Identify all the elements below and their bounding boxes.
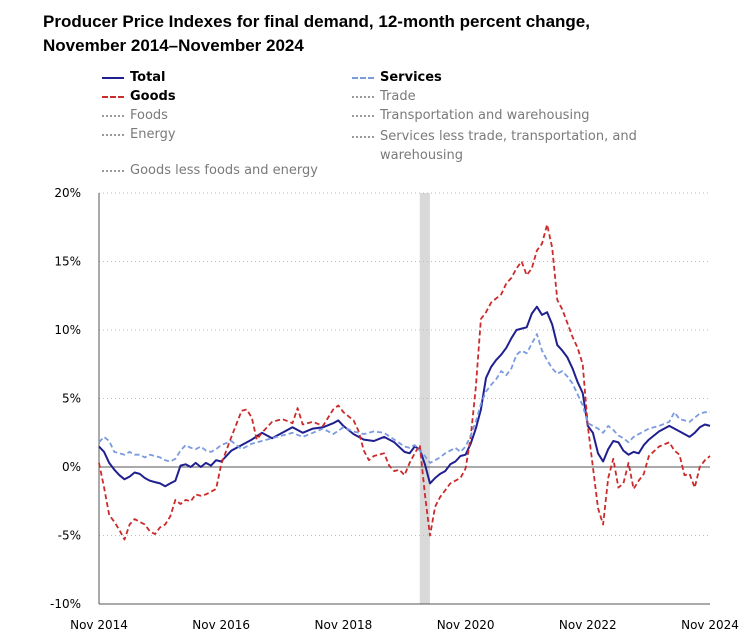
x-tick-label: Nov 2024: [681, 618, 739, 632]
axis-layer: [98, 193, 710, 605]
chart-title: Producer Price Indexes for final demand,…: [43, 10, 743, 58]
legend-swatch-trade: [352, 96, 374, 98]
y-tick-label: 15%: [54, 255, 81, 269]
legend-label-total: Total: [130, 70, 166, 85]
y-tick-label: -5%: [58, 529, 81, 543]
chart-title-line2: November 2014–November 2024: [43, 36, 304, 55]
legend-swatch-services: [352, 77, 374, 79]
legend-swatch-goods: [102, 96, 124, 98]
y-tick-label: 20%: [54, 186, 81, 200]
legend-label-services-less: Services less trade, transportation, and: [380, 129, 637, 144]
legend-label-trade: Trade: [380, 89, 416, 104]
series-layer: [98, 223, 711, 541]
x-tick-label: Nov 2014: [70, 618, 128, 632]
legend-swatch-services-less: [352, 136, 374, 138]
legend-swatch-transportation: [352, 115, 374, 117]
grid-layer: [99, 192, 710, 604]
legend-item-services[interactable]: Services: [352, 70, 442, 86]
legend-item-services-less[interactable]: Services less trade, transportation, and…: [352, 127, 637, 165]
legend-label-transportation: Transportation and warehousing: [380, 108, 590, 123]
x-tick-label: Nov 2016: [192, 618, 250, 632]
legend-label-goods-less-foods-energy: Goods less foods and energy: [130, 163, 318, 178]
legend-item-total[interactable]: Total: [102, 70, 166, 86]
legend-swatch-goods-less-foods-energy: [102, 170, 124, 172]
y-tick-label: 0%: [62, 460, 81, 474]
legend-swatch-energy: [102, 134, 124, 136]
legend-label-goods: Goods: [130, 89, 176, 104]
x-tick-label: Nov 2022: [559, 618, 617, 632]
series-line-services: [98, 333, 710, 464]
x-tick-label: Nov 2018: [315, 618, 373, 632]
series-line-goods: [98, 223, 711, 541]
series-line-total: [98, 305, 711, 488]
legend-label-services-less-line2: warehousing: [380, 148, 463, 163]
y-tick-label: -10%: [50, 597, 81, 611]
legend-item-foods[interactable]: Foods: [102, 108, 168, 124]
chart-title-line1: Producer Price Indexes for final demand,…: [43, 12, 590, 31]
y-tick-label: 5%: [62, 392, 81, 406]
legend-item-transportation[interactable]: Transportation and warehousing: [352, 108, 590, 124]
legend-item-energy[interactable]: Energy: [102, 127, 176, 143]
legend-label-services: Services: [380, 70, 442, 85]
legend-item-goods[interactable]: Goods: [102, 89, 176, 105]
x-tick-label: Nov 2020: [437, 618, 495, 632]
legend-item-trade[interactable]: Trade: [352, 89, 416, 105]
legend-swatch-total: [102, 77, 124, 79]
y-tick-label: 10%: [54, 323, 81, 337]
recession-shading: [419, 193, 430, 604]
legend-item-goods-less-foods-energy[interactable]: Goods less foods and energy: [102, 163, 318, 179]
legend-swatch-foods: [102, 115, 124, 117]
legend-label-energy: Energy: [130, 127, 176, 142]
legend-label-foods: Foods: [130, 108, 168, 123]
label-layer: 20% 15% 10% 5% 0% -5% -10% Nov 2014 Nov 2016 Nov …: [50, 186, 739, 632]
